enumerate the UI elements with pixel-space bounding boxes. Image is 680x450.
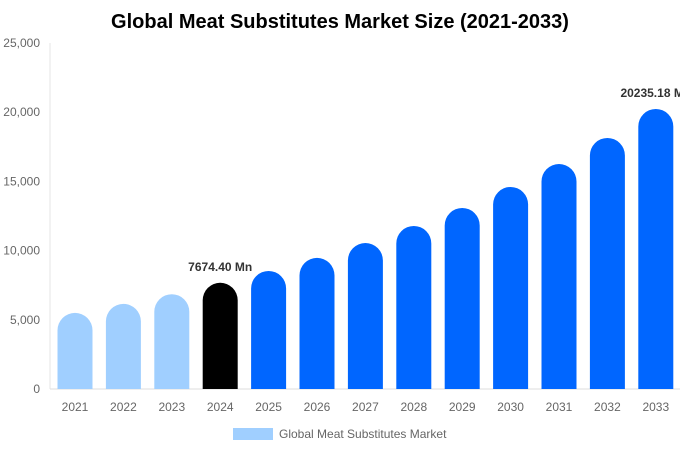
bar-2022[interactable] [105,303,141,389]
bar-2021[interactable] [57,312,93,389]
x-tick-label: 2031 [546,400,573,414]
x-tick-label: 2023 [158,400,185,414]
x-tick-label: 2027 [352,400,379,414]
x-tick-label: 2032 [594,400,621,414]
bar-2025[interactable] [251,270,287,389]
bar-2031[interactable] [541,163,577,389]
x-tick-label: 2030 [497,400,524,414]
y-tick-label: 5,000 [10,313,40,327]
x-tick-label: 2033 [642,400,669,414]
bar-2023[interactable] [154,294,190,389]
bar-2029[interactable] [444,207,480,389]
bar-2027[interactable] [347,242,383,389]
x-tick-label: 2028 [400,400,427,414]
data-label: 20235.18 Mn [620,86,680,100]
bar-2024[interactable] [202,282,238,389]
bar-2030[interactable] [493,186,529,389]
bar-2026[interactable] [299,257,335,389]
x-tick-label: 2029 [449,400,476,414]
x-tick-label: 2021 [62,400,89,414]
legend-label: Global Meat Substitutes Market [279,427,447,441]
x-tick-label: 2025 [255,400,282,414]
y-tick-label: 25,000 [3,36,40,50]
x-tick-label: 2026 [304,400,331,414]
y-tick-label: 20,000 [3,105,40,119]
bar-2033[interactable] [638,108,674,390]
x-tick-label: 2024 [207,400,234,414]
x-tick-label: 2022 [110,400,137,414]
y-tick-label: 10,000 [3,244,40,258]
legend[interactable]: Global Meat Substitutes Market [233,427,447,441]
chart-title: Global Meat Substitutes Market Size (202… [111,11,569,33]
y-tick-label: 0 [33,382,40,396]
y-tick-label: 15,000 [3,174,40,188]
legend-swatch [233,428,273,440]
data-label: 7674.40 Mn [188,260,252,274]
bar-2032[interactable] [589,137,625,389]
bar-2028[interactable] [396,225,432,389]
